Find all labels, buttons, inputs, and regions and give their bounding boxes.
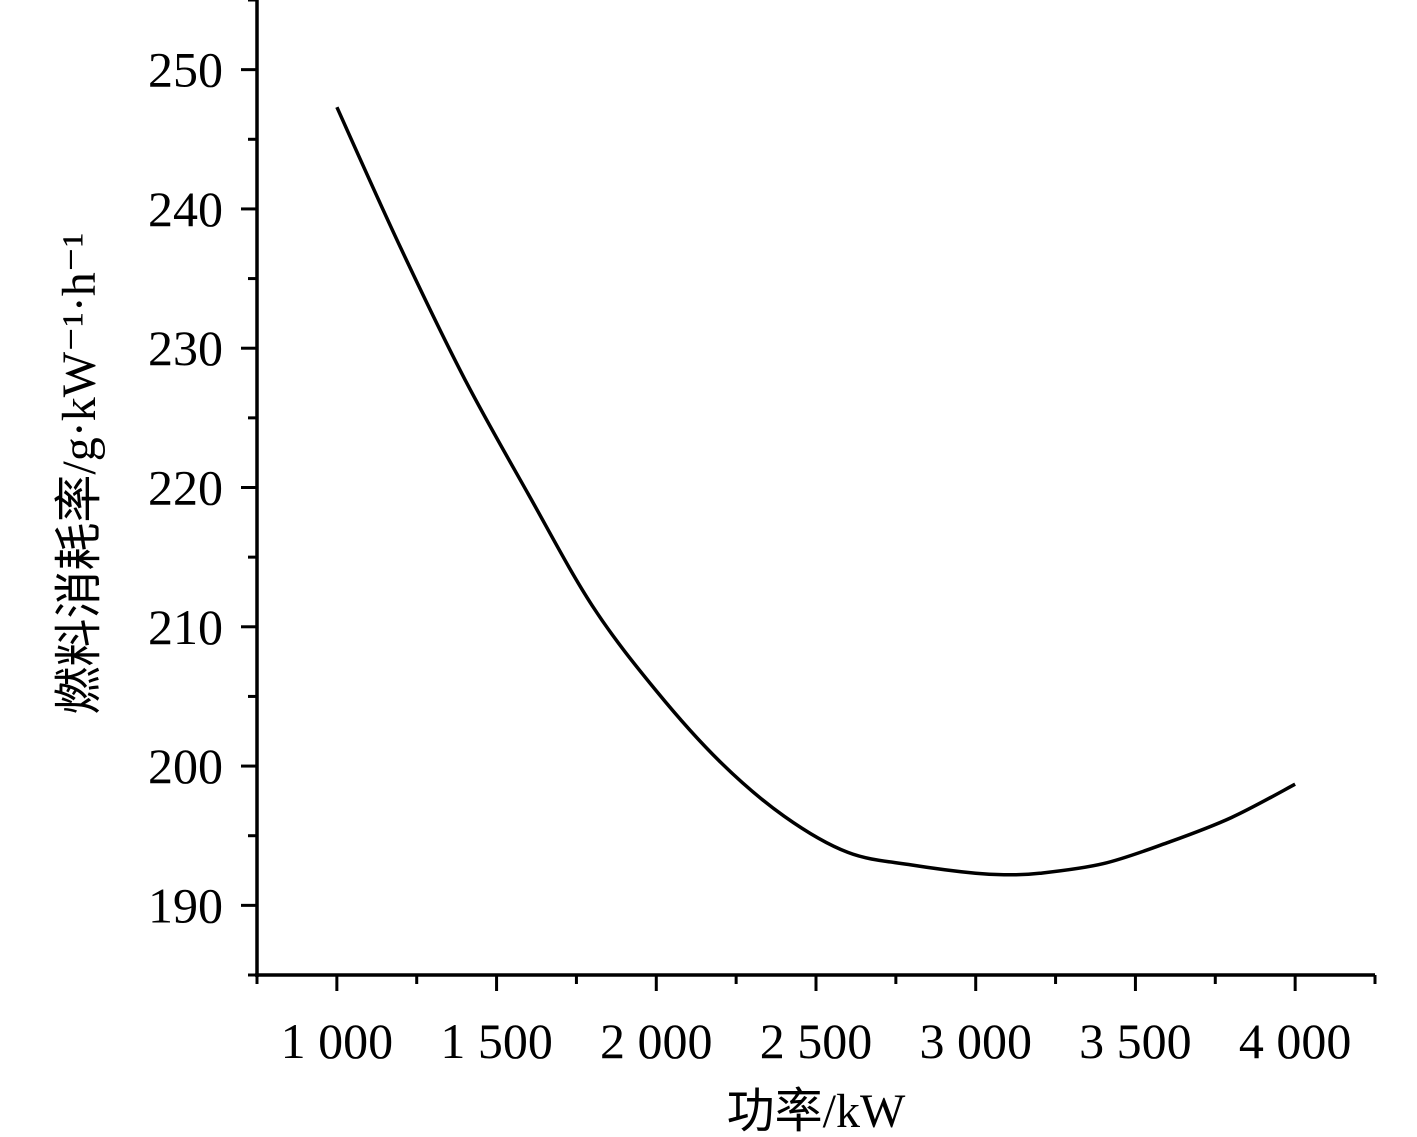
y-tick-label: 210 [148, 599, 223, 655]
y-tick-label: 250 [148, 42, 223, 98]
series-group [335, 106, 1296, 877]
x-axis-title: 功率/kW [727, 1085, 906, 1137]
y-axis-ticks: 190 200 210 220 230 240 250 [148, 0, 257, 977]
x-tick-label: 3 500 [1079, 1013, 1192, 1069]
y-tick-label: 240 [148, 181, 223, 237]
x-tick-label: 4 000 [1239, 1013, 1352, 1069]
y-tick-label: 230 [148, 320, 223, 376]
x-tick-label: 1 000 [281, 1013, 394, 1069]
y-tick-label: 200 [148, 738, 223, 794]
x-tick-label: 1 500 [440, 1013, 553, 1069]
y-axis-title: 燃料消耗率/g·kW⁻¹·h⁻¹ [53, 233, 106, 715]
fuel-consumption-line [335, 106, 1296, 877]
x-axis-ticks: 1 000 1 500 2 000 2 500 3 000 3 500 4 000 [255, 975, 1377, 1069]
y-tick-label: 220 [148, 460, 223, 516]
x-tick-label: 3 000 [919, 1013, 1032, 1069]
x-tick-label: 2 000 [600, 1013, 713, 1069]
x-tick-label: 2 500 [760, 1013, 873, 1069]
y-tick-label: 190 [148, 877, 223, 933]
